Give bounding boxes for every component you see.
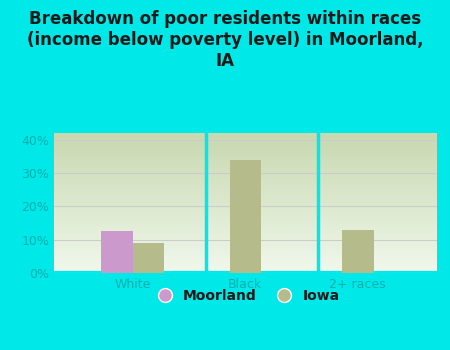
Bar xyxy=(230,160,261,273)
Legend: Moorland, Iowa: Moorland, Iowa xyxy=(145,283,345,308)
Bar xyxy=(342,230,374,273)
Text: Breakdown of poor residents within races
(income below poverty level) in Moorlan: Breakdown of poor residents within races… xyxy=(27,10,423,70)
Bar xyxy=(133,243,164,273)
Bar xyxy=(101,231,133,273)
